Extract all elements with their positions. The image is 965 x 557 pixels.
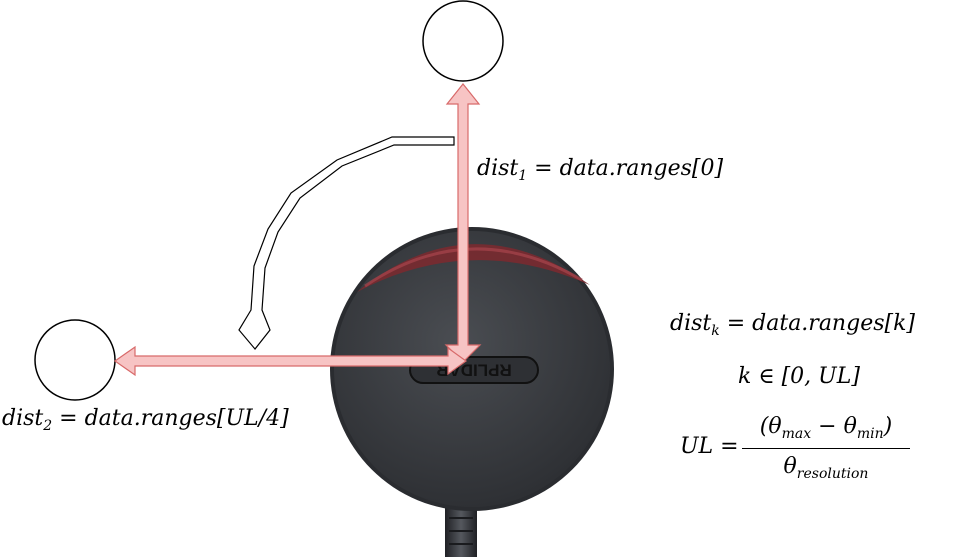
lidar-device: RPLIDAR (330, 227, 614, 511)
rotation-arrow (238, 136, 455, 350)
target-circle-left (34, 319, 116, 401)
target-circle-top (422, 0, 504, 82)
dist1-equation: dist1 = data.ranges[0] (477, 156, 724, 184)
ul-equation-fraction: (θmax − θmin) θresolution (742, 414, 910, 482)
dist2-equation: dist2 = data.ranges[UL/4] (2, 406, 289, 434)
distk-equation: distk = data.ranges[k] (670, 311, 915, 339)
ul-numerator: (θmax − θmin) (759, 414, 893, 442)
ul-fraction-bar (742, 448, 910, 449)
range-arrow-left (113, 345, 468, 377)
k-range-equation: k ∈ [0, UL] (738, 364, 860, 389)
ul-denominator: θresolution (783, 454, 869, 482)
ul-equation-lhs: UL = (680, 434, 739, 459)
range-arrow-up (444, 83, 482, 363)
